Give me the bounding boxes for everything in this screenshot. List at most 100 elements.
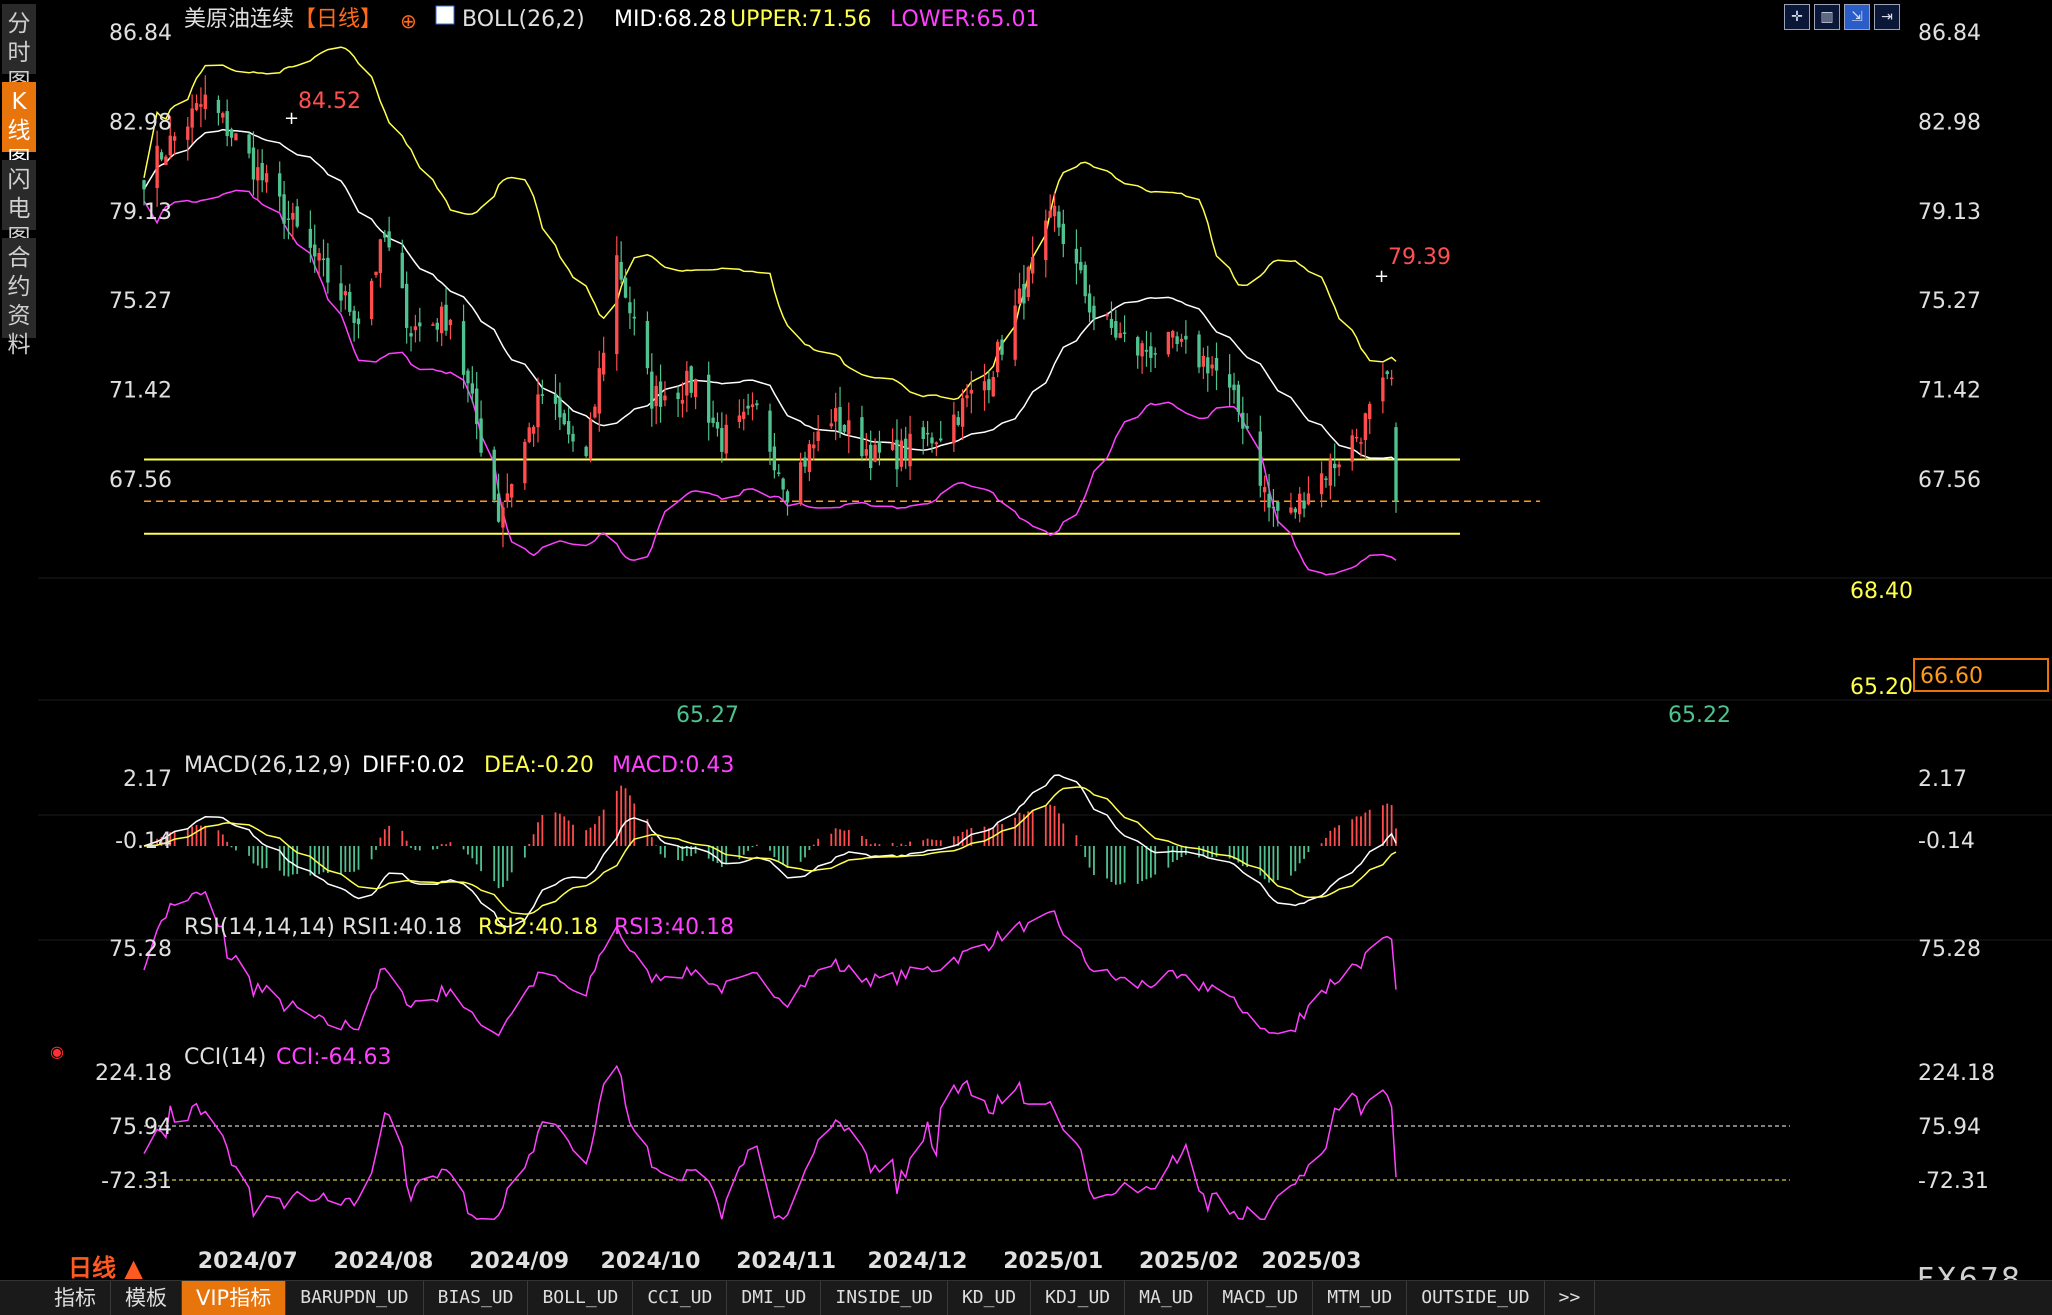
cci-tick-left: 75.94	[109, 1115, 172, 1140]
candle-body	[326, 257, 330, 283]
candle-body	[1179, 338, 1184, 342]
tab-outside[interactable]: OUTSIDE_UD	[1407, 1281, 1545, 1315]
tab-template[interactable]: 模板	[111, 1281, 182, 1315]
candle-body	[190, 108, 194, 128]
high-marker-label: 79.39	[1388, 245, 1451, 270]
candle-body	[685, 370, 689, 396]
tab-dmi[interactable]: DMI_UD	[727, 1281, 822, 1315]
candle-body	[321, 258, 326, 261]
settings-dot-icon[interactable]: ◉	[50, 1042, 64, 1061]
candle-body	[356, 318, 361, 325]
tab-bias[interactable]: BIAS_UD	[424, 1281, 529, 1315]
high-marker-label: 84.52	[298, 89, 361, 114]
y-tick-left: 67.56	[109, 468, 172, 493]
tab-barupdn[interactable]: BARUPDN_UD	[286, 1281, 424, 1315]
rsi-label: RSI(14,14,14)	[184, 915, 335, 940]
candle-body	[295, 206, 299, 227]
macd-tick-right: 2.17	[1918, 767, 1967, 792]
candle-body	[470, 383, 475, 394]
period-selector[interactable]: 日线 ▲	[68, 1254, 143, 1282]
tab-mtm[interactable]: MTM_UD	[1313, 1281, 1408, 1315]
indicator-icon[interactable]: ⇲	[1844, 4, 1870, 30]
candle-body	[1319, 473, 1324, 495]
layout-icon[interactable]: ▥	[1814, 4, 1840, 30]
candle-body	[1381, 377, 1385, 402]
candle-body	[908, 433, 912, 467]
macd-tick-right: -0.14	[1918, 829, 1975, 854]
candle-body	[737, 415, 742, 422]
candle-body	[1324, 478, 1328, 480]
candle-body	[1092, 305, 1096, 319]
candle-body	[798, 462, 803, 504]
candle-body	[742, 411, 746, 419]
tab-macd[interactable]: MACD_UD	[1208, 1281, 1314, 1315]
axis-ticks: 86.84 86.84 82.98 82.98 79.13 79.13 75.27 75.27…	[95, 21, 1995, 1274]
macd-tick-left: -0.14	[115, 829, 172, 854]
candle-body	[960, 398, 965, 427]
candle-body	[431, 324, 435, 326]
candle-body	[1276, 501, 1280, 511]
tab-indicator[interactable]: 指标	[40, 1281, 111, 1315]
last-price-box	[1913, 658, 2049, 692]
high-marker-cross: +	[284, 108, 299, 129]
candle-body	[1122, 332, 1127, 334]
candle-body	[807, 444, 812, 472]
expand-icon[interactable]: ⇥	[1874, 4, 1900, 30]
candle-body	[225, 111, 229, 137]
tab-kline[interactable]: K线图	[2, 82, 36, 173]
boll-lower: LOWER:65.01	[890, 7, 1039, 32]
tab-inside[interactable]: INSIDE_UD	[821, 1281, 948, 1315]
tab-cci[interactable]: CCI_UD	[633, 1281, 728, 1315]
candle-body	[623, 277, 628, 298]
tab-ma[interactable]: MA_UD	[1125, 1281, 1209, 1315]
x-axis-date-label: 2024/07	[198, 1249, 298, 1274]
macd-dea-line	[143, 786, 1397, 915]
cci-tick-right: 75.94	[1918, 1115, 1981, 1140]
low-marker-label: 65.27	[676, 703, 739, 728]
chart-area[interactable]: 美原油连续 【日线】 ⊕ BOLL(26,2) MID:68.28 UPPER:…	[38, 0, 2052, 1280]
candle-body	[982, 381, 987, 391]
candle-body	[965, 395, 969, 399]
boll-toggle-icon[interactable]	[435, 5, 455, 25]
rsi2-value: RSI2:40.18	[478, 915, 598, 940]
candle-body	[781, 478, 785, 490]
tab-vip-indicator[interactable]: VIP指标	[182, 1281, 287, 1315]
candle-body	[663, 395, 667, 401]
candle-body	[479, 418, 483, 453]
tab-kd[interactable]: KD_UD	[948, 1281, 1032, 1315]
tab-kdj[interactable]: KDJ_UD	[1031, 1281, 1126, 1315]
tab-flash[interactable]: 闪电图	[2, 160, 36, 251]
chart-svg[interactable]: 美原油连续 【日线】 ⊕ BOLL(26,2) MID:68.28 UPPER:…	[38, 0, 2052, 1280]
cci-panel	[143, 1064, 1790, 1221]
add-circle-icon[interactable]: ⊕	[400, 9, 417, 33]
candle-body	[1000, 339, 1004, 355]
candle-body	[619, 261, 623, 280]
candle-body	[1171, 331, 1175, 338]
candle-body	[186, 126, 190, 140]
candle-body	[969, 389, 974, 394]
x-axis-date-label: 2024/09	[469, 1249, 569, 1274]
macd-label: MACD(26,12,9)	[184, 753, 351, 778]
candle-body	[348, 291, 352, 312]
tab-timeshare[interactable]: 分时图	[2, 4, 36, 95]
candle-body	[746, 405, 750, 409]
candle-body	[1214, 357, 1219, 371]
candle-body	[1017, 288, 1022, 304]
candle-body	[159, 152, 164, 160]
tab-more[interactable]: >>	[1545, 1281, 1596, 1315]
candle-body	[1114, 321, 1118, 338]
candle-body	[409, 333, 413, 337]
rsi-panel	[143, 890, 1397, 1037]
candle-body	[400, 252, 404, 289]
crosshair-icon[interactable]: ✛	[1784, 4, 1810, 30]
candle-body	[829, 423, 833, 427]
candle-body	[925, 432, 930, 435]
candle-body	[404, 283, 409, 328]
candle-body	[772, 446, 777, 471]
tab-boll[interactable]: BOLL_UD	[528, 1281, 634, 1315]
tab-contract-info[interactable]: 合约资料	[2, 238, 36, 358]
candle-body	[444, 304, 448, 331]
x-axis-date-label: 2024/12	[868, 1249, 968, 1274]
candle-body	[435, 322, 439, 330]
candle-body	[523, 441, 527, 484]
